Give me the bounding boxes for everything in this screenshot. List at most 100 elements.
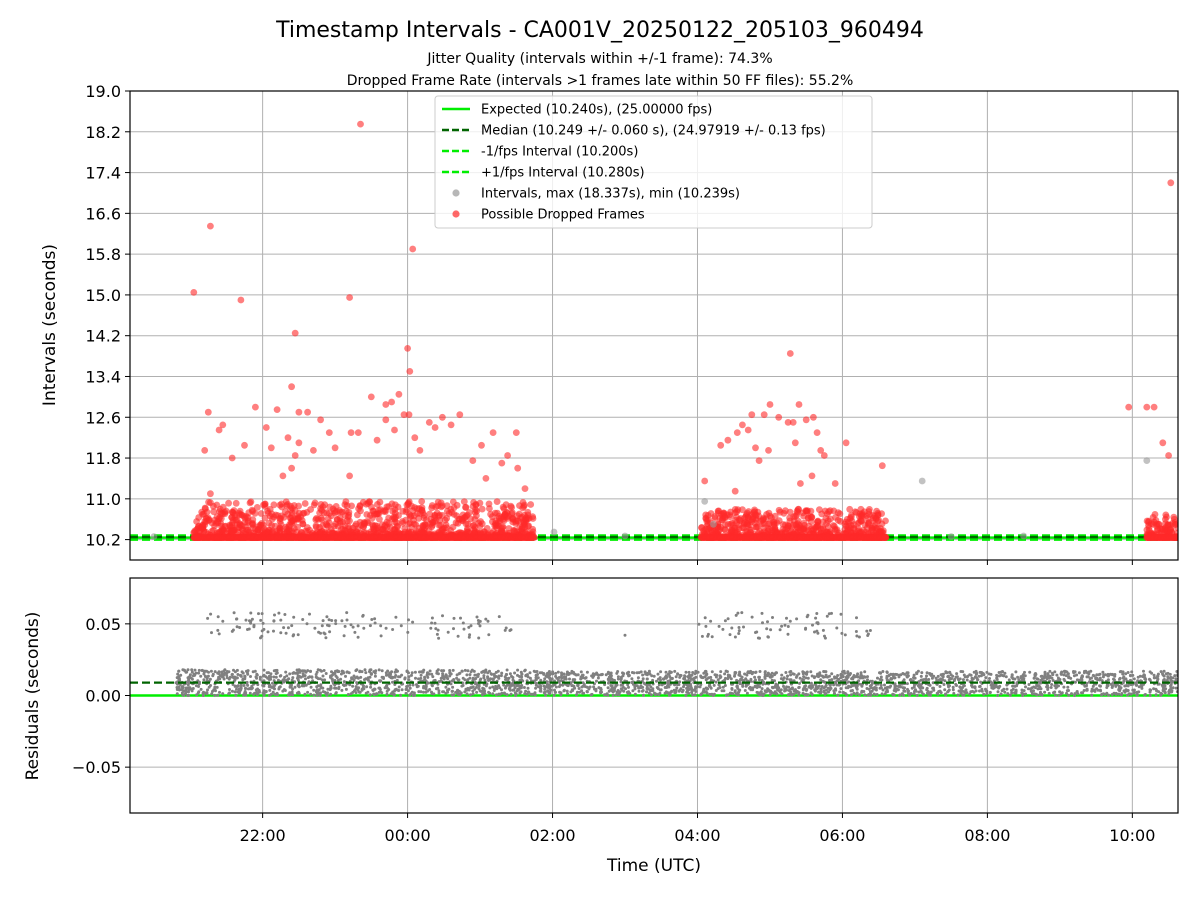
residual-point	[321, 674, 325, 678]
residual-point	[868, 690, 872, 694]
residual-point	[676, 672, 680, 676]
residual-point	[460, 669, 464, 673]
dropped-frame-point	[701, 477, 709, 485]
residual-point	[314, 673, 318, 676]
dropped-frame-point	[393, 522, 401, 530]
residual-point	[377, 668, 381, 672]
interval-point	[710, 520, 717, 528]
residual-point	[310, 675, 314, 679]
residual-point	[231, 683, 235, 686]
dropped-frame-point	[1150, 403, 1158, 411]
residual-point	[659, 670, 663, 674]
dropped-frame-point	[228, 519, 236, 527]
residual-point	[556, 670, 560, 674]
dropped-frame-point	[385, 503, 393, 510]
residual-point	[428, 688, 432, 691]
dropped-frame-point	[279, 472, 287, 480]
residual-point	[1100, 679, 1104, 683]
dropped-frame-point	[1154, 526, 1161, 534]
residual-point	[1175, 670, 1178, 673]
residual-point	[398, 675, 402, 679]
residual-point	[306, 690, 310, 694]
residual-point	[177, 669, 181, 673]
residual-point	[711, 693, 715, 697]
residual-point	[529, 692, 533, 696]
residual-point	[241, 678, 245, 682]
dropped-frame-point	[386, 523, 394, 531]
residual-point	[299, 669, 303, 673]
residual-point	[616, 675, 620, 679]
residual-point	[291, 671, 295, 675]
residual-point	[360, 670, 364, 674]
dropped-frame-point	[752, 444, 759, 452]
residual-point	[425, 672, 429, 676]
residual-point	[502, 683, 506, 687]
residual-point	[647, 691, 651, 695]
residual-point	[728, 691, 732, 695]
residual-point	[1132, 677, 1136, 681]
dropped-frame-point	[770, 521, 778, 529]
residual-point	[407, 675, 411, 679]
residual-point	[1110, 686, 1114, 689]
residual-point	[393, 670, 397, 674]
dropped-frame-point	[463, 526, 471, 534]
residual-point	[965, 678, 969, 682]
residual-point	[514, 693, 518, 697]
residual-point	[437, 691, 441, 695]
residual-point	[407, 678, 411, 682]
residual-point	[218, 690, 221, 694]
residual-point	[522, 686, 526, 689]
residual-point	[474, 677, 478, 680]
residual-point	[328, 687, 332, 691]
residual-point	[190, 670, 194, 674]
residual-point	[566, 692, 570, 696]
dropped-frame-point	[339, 525, 347, 533]
residual-point	[860, 690, 864, 694]
residual-point	[477, 687, 481, 691]
residual-point	[238, 673, 242, 677]
residual-point	[735, 678, 739, 682]
residual-point	[1001, 674, 1005, 677]
residual-point	[1073, 694, 1076, 697]
residual-point	[251, 670, 255, 674]
residual-point	[961, 670, 965, 674]
dropped-frame-point	[363, 518, 371, 525]
residual-point	[482, 692, 486, 695]
dropped-frame-point	[1159, 525, 1167, 533]
dropped-frame-point	[739, 506, 746, 514]
residual-point	[471, 689, 475, 693]
residual-point	[288, 693, 292, 697]
residual-point	[244, 686, 247, 690]
residual-point	[1016, 675, 1020, 679]
dropped-frame-point	[235, 509, 243, 517]
residual-point	[1006, 692, 1010, 696]
dropped-frame-point	[499, 523, 507, 531]
residual-point	[324, 672, 328, 675]
residual-point	[364, 671, 368, 675]
residual-point	[230, 689, 234, 693]
dropped-frame-point	[412, 527, 420, 535]
dropped-frame-point	[831, 480, 839, 487]
dropped-frame-point	[322, 520, 330, 528]
residual-point	[335, 676, 339, 680]
interval-point	[1143, 457, 1151, 464]
dropped-frame-point	[471, 516, 479, 523]
residual-point	[505, 693, 509, 697]
residual-point	[497, 692, 501, 696]
residual-point	[315, 693, 319, 697]
residual-point	[657, 683, 661, 687]
residual-point	[410, 673, 413, 677]
dropped-frame-point	[404, 345, 411, 352]
residual-point	[436, 686, 440, 690]
dropped-frame-point	[820, 452, 828, 459]
dropped-frame-point	[286, 527, 293, 535]
residual-point	[528, 676, 532, 680]
residual-point	[468, 673, 472, 677]
dropped-frame-point	[529, 525, 537, 533]
residual-point	[938, 685, 942, 688]
dropped-frame-point	[726, 511, 733, 519]
residual-point	[970, 676, 974, 680]
dropped-frame-point	[460, 498, 468, 505]
residual-point	[1103, 673, 1107, 677]
residual-point	[678, 680, 682, 684]
